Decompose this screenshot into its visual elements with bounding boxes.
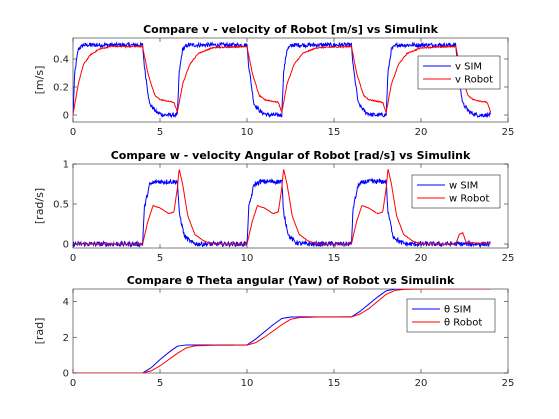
chart-title: Compare v - velocity of Robot [m/s] vs S… <box>143 23 439 36</box>
series-line-2 <box>73 289 491 373</box>
legend: w SIM w Robot <box>411 174 501 209</box>
x-tick-label: 5 <box>157 378 163 389</box>
y-axis-label: [rad] <box>33 318 46 345</box>
legend-box <box>406 298 496 333</box>
legend-label-2: θ Robot <box>444 318 482 329</box>
axes-frame <box>72 163 509 249</box>
x-tick-label: 5 <box>157 127 163 138</box>
legend-label-1: v SIM <box>455 62 482 73</box>
y-tick-label: 1 <box>63 160 69 171</box>
y-tick-label: 0.2 <box>53 83 69 94</box>
series-line-1 <box>73 41 492 119</box>
subplot-2: 0 5 10 15 20 25 0 0.5 1 Compare w - velocity Angu… <box>33 149 514 264</box>
x-tick-label: 15 <box>328 253 341 264</box>
subplot-3: 0 5 10 15 20 25 0 2 4 Compare θ Theta angular (Ya… <box>33 274 514 389</box>
legend: θ SIM θ Robot <box>406 298 496 333</box>
legend-box <box>417 55 501 90</box>
legend-box <box>411 174 501 209</box>
y-tick-label: 0.5 <box>53 200 69 211</box>
x-tick-label: 10 <box>241 127 254 138</box>
x-tick-label: 25 <box>502 378 515 389</box>
legend-label-2: v Robot <box>455 75 493 86</box>
subplot-1: 0 5 10 15 20 25 0 0.2 0.4 Compare v - velocity of… <box>33 23 514 138</box>
x-tick-label: 0 <box>70 378 76 389</box>
x-tick-label: 20 <box>415 378 428 389</box>
series-line-2 <box>73 169 491 245</box>
y-axis-label: [m/s] <box>33 66 46 95</box>
x-tick-label: 15 <box>328 378 341 389</box>
y-tick-label: 0.4 <box>53 55 69 66</box>
y-tick-label: 0 <box>63 369 69 380</box>
axes-frame <box>72 288 509 374</box>
x-tick-label: 10 <box>241 378 254 389</box>
series-line-1 <box>73 289 491 373</box>
series-line-1 <box>73 177 491 248</box>
legend-label-1: θ SIM <box>444 305 471 316</box>
x-tick-label: 0 <box>70 127 76 138</box>
chart-title: Compare w - velocity Angular of Robot [r… <box>111 149 471 162</box>
x-tick-label: 5 <box>157 253 163 264</box>
series-line-2 <box>73 44 492 115</box>
x-tick-label: 15 <box>328 127 341 138</box>
legend: v SIM v Robot <box>417 55 501 90</box>
x-tick-label: 20 <box>415 253 428 264</box>
x-tick-label: 25 <box>502 253 515 264</box>
y-tick-label: 0 <box>63 111 69 122</box>
axes-frame <box>72 37 509 123</box>
x-tick-label: 10 <box>241 253 254 264</box>
legend-label-2: w Robot <box>449 194 489 205</box>
x-tick-label: 25 <box>502 127 515 138</box>
y-tick-label: 4 <box>63 297 69 308</box>
legend-label-1: w SIM <box>449 181 478 192</box>
chart-title: Compare θ Theta angular (Yaw) of Robot v… <box>127 274 455 287</box>
y-tick-label: 0 <box>63 240 69 251</box>
x-tick-label: 20 <box>415 127 428 138</box>
y-tick-label: 2 <box>63 333 69 344</box>
x-tick-label: 0 <box>70 253 76 264</box>
y-axis-label: [rad/s] <box>33 188 46 224</box>
